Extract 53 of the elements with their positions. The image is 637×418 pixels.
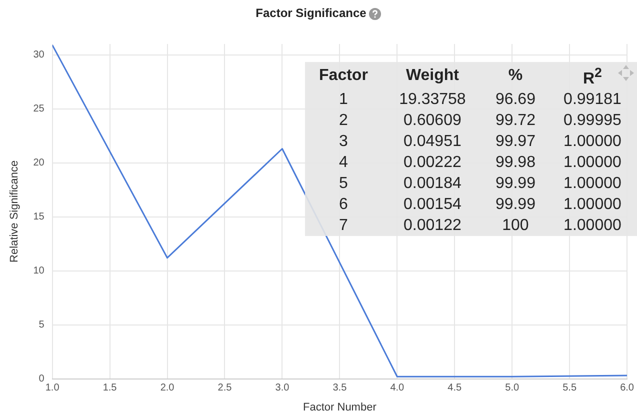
annotation: 5 [338, 174, 349, 194]
y-tick-label: 5 [38, 320, 45, 331]
annotation: 1.00000 [562, 132, 622, 152]
x-tick-label: 5.5 [562, 382, 577, 394]
annotation: 0.00222 [402, 153, 462, 174]
annotation: 19.33758 [398, 90, 467, 110]
annotation: 1.00000 [562, 216, 622, 236]
x-tick-label: 5.0 [505, 382, 520, 394]
y-tick-label: 25 [33, 104, 45, 115]
annotation: 1.00000 [562, 174, 622, 194]
annotation: R$^{2}$ [582, 64, 603, 90]
annotation: 99.98 [494, 153, 536, 174]
annotation: 0.04951 [402, 132, 462, 152]
y-tick-label: 10 [33, 266, 45, 277]
x-tick-label: 3.5 [332, 382, 348, 394]
annotation: 99.99 [494, 174, 536, 194]
annotation: 0.00184 [402, 174, 462, 194]
x-tick-label: 1.5 [102, 382, 118, 394]
y-axis-title: Relative Significance [8, 160, 21, 262]
annotation: 0.99181 [562, 90, 622, 110]
annotation: 1.00000 [562, 153, 622, 174]
annotation: Factor [318, 66, 369, 86]
annotation: 96.69 [494, 90, 536, 110]
annotation: 100 [501, 216, 530, 236]
annotation: 6 [338, 195, 349, 216]
x-tick-label: 1.0 [45, 382, 60, 394]
x-tick-label: 2.5 [218, 382, 232, 394]
annotation: 0.00122 [402, 216, 462, 236]
annotation: 7 [338, 216, 349, 236]
annotation: 4 [338, 153, 349, 174]
y-tick-label: 0 [38, 374, 45, 385]
x-tick-label: 3.0 [275, 382, 290, 394]
y-tick-label: 15 [33, 212, 45, 223]
annotation: 99.99 [494, 195, 536, 216]
annotation: 2 [338, 111, 349, 132]
annotation: 99.72 [494, 111, 536, 132]
annotation: 99.97 [494, 132, 536, 152]
annotation: 1.00000 [562, 195, 622, 216]
annotation: % [507, 66, 524, 86]
y-tick-label: 20 [33, 158, 45, 169]
annotation: Weight [404, 66, 460, 86]
x-tick-label: 4.0 [390, 382, 405, 394]
annotation: 0.99995 [562, 111, 622, 132]
annotation: 0.00154 [402, 195, 462, 216]
annotation: 3 [338, 132, 349, 152]
x-tick-label: 2.0 [160, 382, 175, 394]
annotation: 1 [338, 90, 349, 110]
chart-title: Factor Significance [256, 6, 366, 20]
annotation: 0.60609 [402, 111, 462, 132]
x-axis-title: Factor Number [303, 401, 377, 414]
x-tick-label: 6.0 [620, 382, 634, 394]
x-tick-label: 4.5 [448, 382, 462, 394]
y-tick-label: 30 [33, 50, 45, 61]
